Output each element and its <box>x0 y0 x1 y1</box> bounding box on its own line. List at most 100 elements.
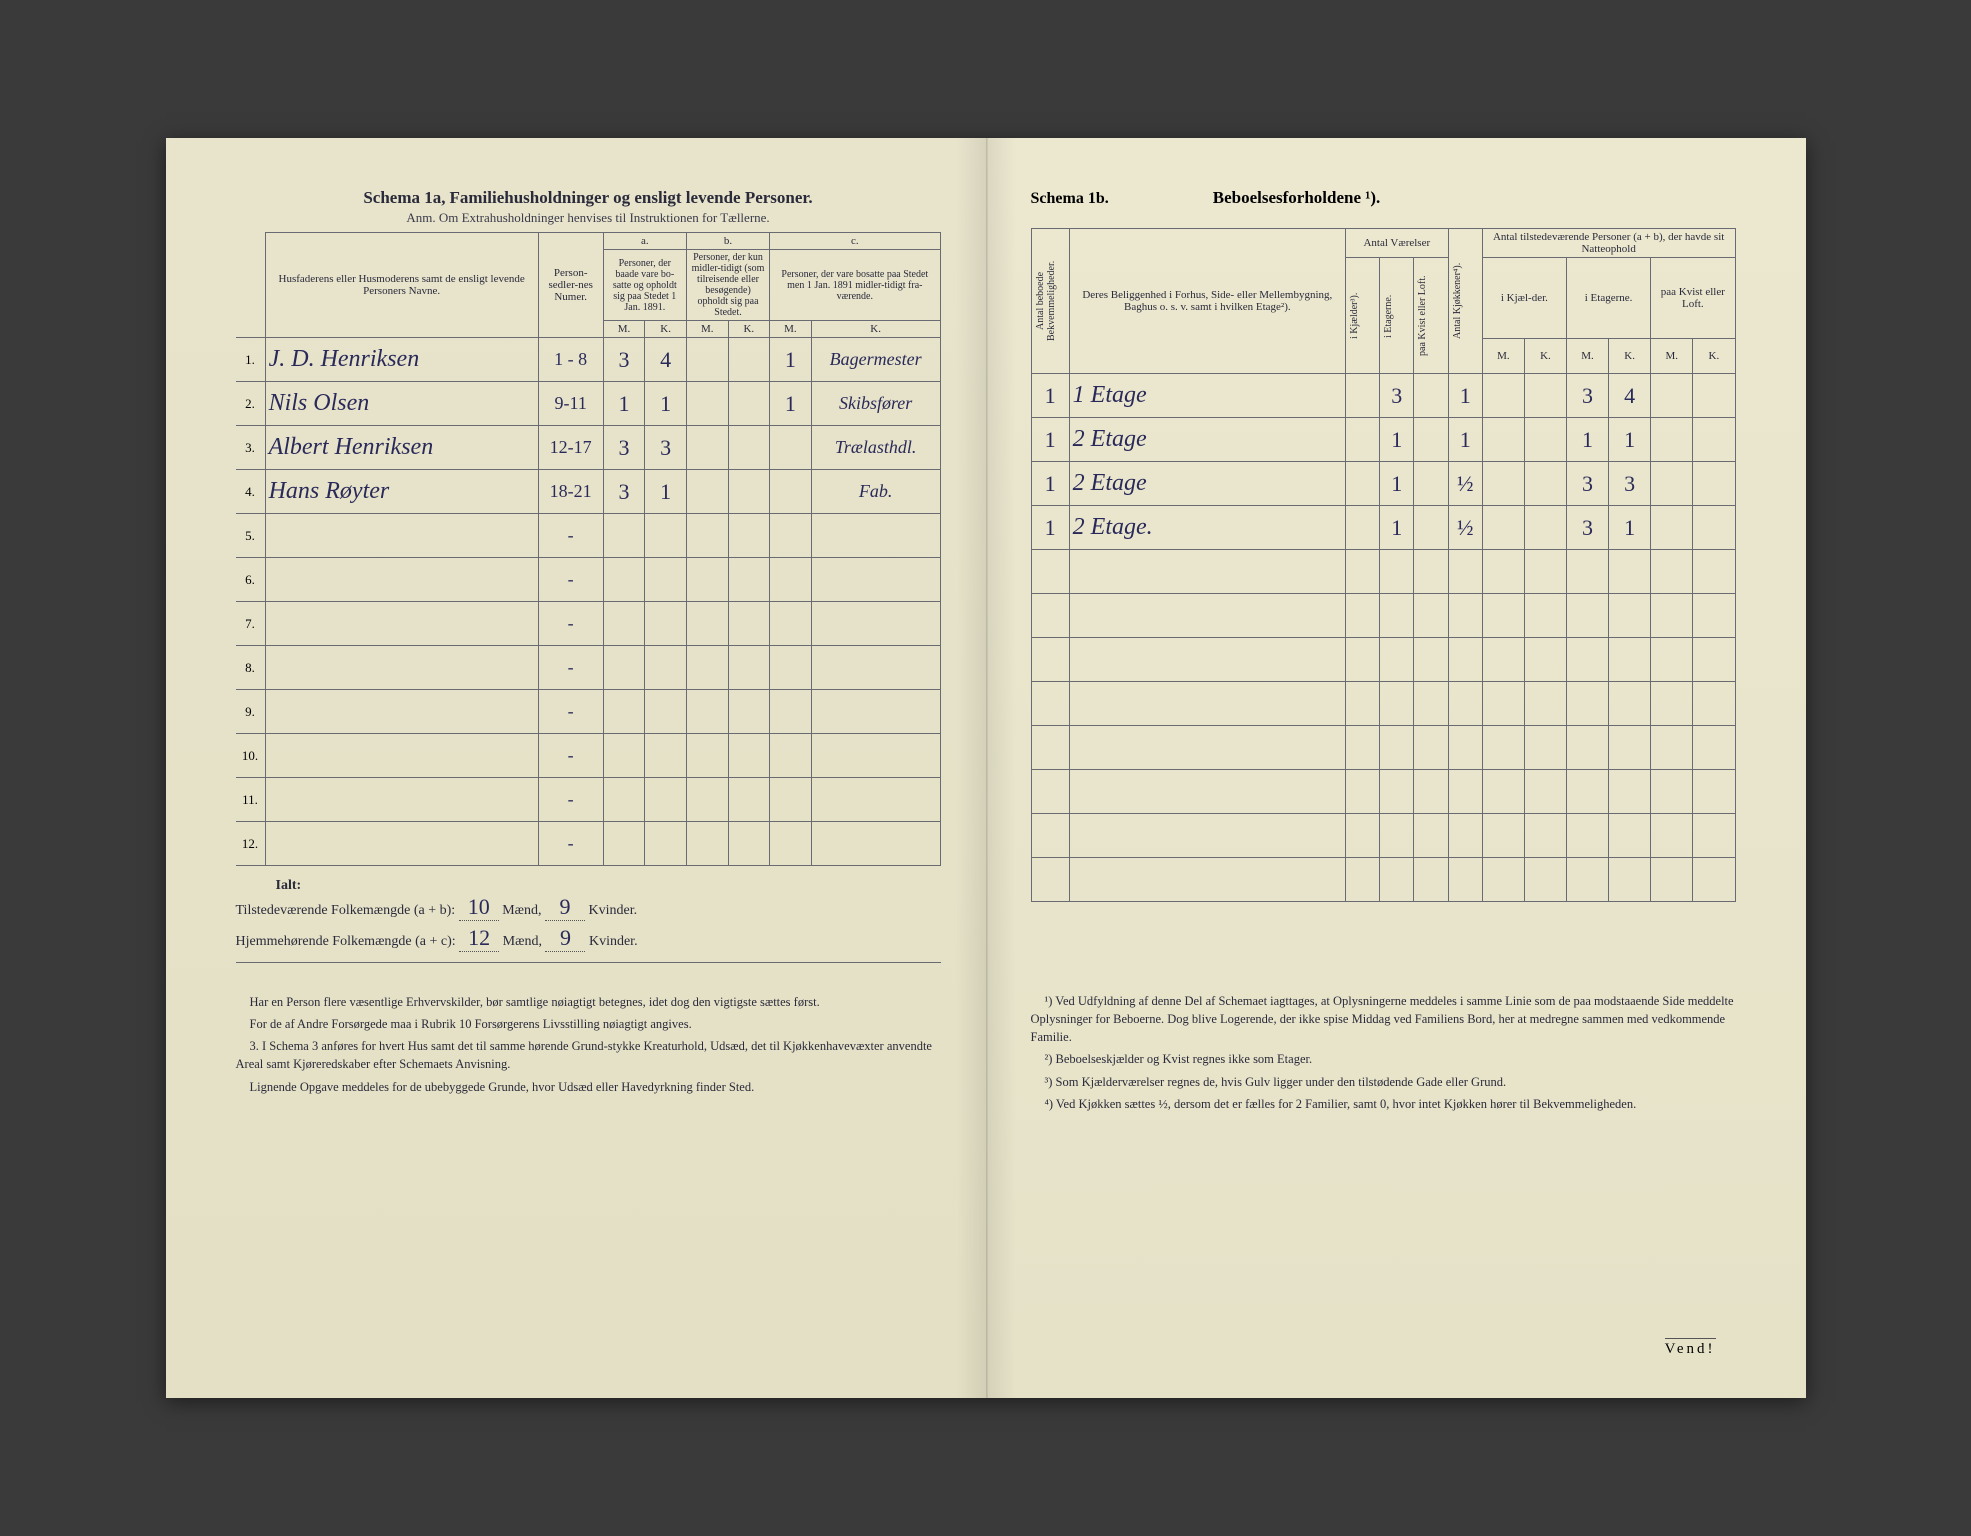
cell-name <box>265 514 538 558</box>
right-page: Schema 1b. Beboelsesforholdene ¹). Antal… <box>986 138 1806 1398</box>
cell-a-m <box>603 778 645 822</box>
cell-bekv: 1 <box>1031 374 1069 418</box>
cell-ne-k <box>1609 682 1651 726</box>
cell-bekv <box>1031 770 1069 814</box>
cell-kjok <box>1448 594 1482 638</box>
cell-ne-k: 4 <box>1609 374 1651 418</box>
cell-c-k <box>811 558 940 602</box>
cell-person-num: 9-11 <box>538 382 603 426</box>
cell-ne-k <box>1609 770 1651 814</box>
cell-bekv <box>1031 594 1069 638</box>
cell-ne-k <box>1609 594 1651 638</box>
cell-nkv-k <box>1693 682 1735 726</box>
table-row <box>1031 682 1735 726</box>
cell-ne-k <box>1609 550 1651 594</box>
col-names: Husfaderens eller Husmoderens samt de en… <box>265 233 538 338</box>
cell-kj <box>1345 462 1379 506</box>
cell-c-m <box>770 822 812 866</box>
cell-nk-m <box>1482 462 1524 506</box>
cell-c-k <box>811 602 940 646</box>
table-row: 11. - <box>236 778 941 822</box>
cell-kj <box>1345 814 1379 858</box>
cell-nkv-m <box>1651 550 1693 594</box>
footnote: ¹) Ved Udfyldning af denne Del af Schema… <box>1031 992 1736 1046</box>
row-number: 9. <box>236 690 266 734</box>
footnote: ²) Beboelseskjælder og Kvist regnes ikke… <box>1031 1050 1736 1068</box>
cell-bekv: 1 <box>1031 462 1069 506</box>
cell-name <box>265 822 538 866</box>
cell-a-k: 4 <box>645 338 687 382</box>
cell-b-k <box>728 470 770 514</box>
cell-ne-m <box>1566 770 1608 814</box>
cell-b-m <box>686 382 728 426</box>
left-title: Familiehusholdninger og ensligt levende … <box>450 188 813 207</box>
cell-et <box>1380 770 1414 814</box>
cell-a-m <box>603 734 645 778</box>
cell-et <box>1380 726 1414 770</box>
cell-a-k <box>645 690 687 734</box>
cell-b-m <box>686 822 728 866</box>
cell-a-m <box>603 558 645 602</box>
footnote: ⁴) Ved Kjøkken sættes ½, dersom det er f… <box>1031 1095 1736 1113</box>
col-person-num: Person-sedler-nes Numer. <box>538 233 603 338</box>
col-bekv: Antal beboede Bekvemmeligheder. <box>1031 229 1069 374</box>
cell-nk-k <box>1524 858 1566 902</box>
cell-c-k <box>811 690 940 734</box>
cell-ne-k <box>1609 814 1651 858</box>
cell-et: 1 <box>1380 506 1414 550</box>
right-footnotes: ¹) Ved Udfyldning af denne Del af Schema… <box>1031 992 1736 1113</box>
cell-bekv <box>1031 550 1069 594</box>
cell-c-m <box>770 778 812 822</box>
cell-person-num: - <box>538 646 603 690</box>
cell-ne-k: 1 <box>1609 506 1651 550</box>
cell-kj <box>1345 726 1379 770</box>
cell-a-m <box>603 646 645 690</box>
cell-nk-m <box>1482 418 1524 462</box>
cell-b-m <box>686 514 728 558</box>
col-vaer-kvist: paa Kvist eller Loft. <box>1414 258 1448 374</box>
cell-nkv-m <box>1651 374 1693 418</box>
cell-kj <box>1345 638 1379 682</box>
cell-nk-m <box>1482 770 1524 814</box>
table-row <box>1031 726 1735 770</box>
cell-c-k <box>811 734 940 778</box>
cell-name <box>265 646 538 690</box>
table-row: 8. - <box>236 646 941 690</box>
vend-label: Vend! <box>1665 1338 1716 1358</box>
totals1-k-unit: Kvinder. <box>588 903 637 918</box>
cell-name <box>265 558 538 602</box>
cell-b-m <box>686 778 728 822</box>
cell-nkv-k <box>1693 814 1735 858</box>
cell-nkv-k <box>1693 506 1735 550</box>
cell-c-k <box>811 778 940 822</box>
cell-person-num: - <box>538 602 603 646</box>
cell-nk-m <box>1482 506 1524 550</box>
page-gutter <box>986 138 988 1398</box>
cell-person-num: - <box>538 822 603 866</box>
cell-et <box>1380 638 1414 682</box>
cell-kjok <box>1448 638 1482 682</box>
col-kjokkener: Antal Kjøkkener⁴). <box>1448 229 1482 374</box>
left-page: Schema 1a, Familiehusholdninger og ensli… <box>166 138 986 1398</box>
cell-belig: 2 Etage. <box>1069 506 1345 550</box>
totals2-m: 12 <box>459 925 499 952</box>
cell-b-m <box>686 558 728 602</box>
right-title: Beboelsesforholdene ¹). <box>1213 188 1381 208</box>
cell-bekv <box>1031 726 1069 770</box>
cell-b-m <box>686 338 728 382</box>
cell-c-k: Trælasthdl. <box>811 426 940 470</box>
table-row: 3. Albert Henriksen 12-17 3 3 Trælasthdl… <box>236 426 941 470</box>
cell-c-m: 1 <box>770 338 812 382</box>
cell-kjok <box>1448 858 1482 902</box>
cell-ne-m <box>1566 726 1608 770</box>
cell-nkv-m <box>1651 638 1693 682</box>
cell-c-m <box>770 470 812 514</box>
cell-bekv <box>1031 814 1069 858</box>
col-nk-m: M. <box>1482 338 1524 373</box>
cell-ne-m: 3 <box>1566 462 1608 506</box>
cell-b-k <box>728 514 770 558</box>
cell-nk-k <box>1524 594 1566 638</box>
right-header: Schema 1b. Beboelsesforholdene ¹). <box>1031 188 1736 208</box>
row-number: 3. <box>236 426 266 470</box>
col-group-b-label: b. <box>686 233 769 250</box>
